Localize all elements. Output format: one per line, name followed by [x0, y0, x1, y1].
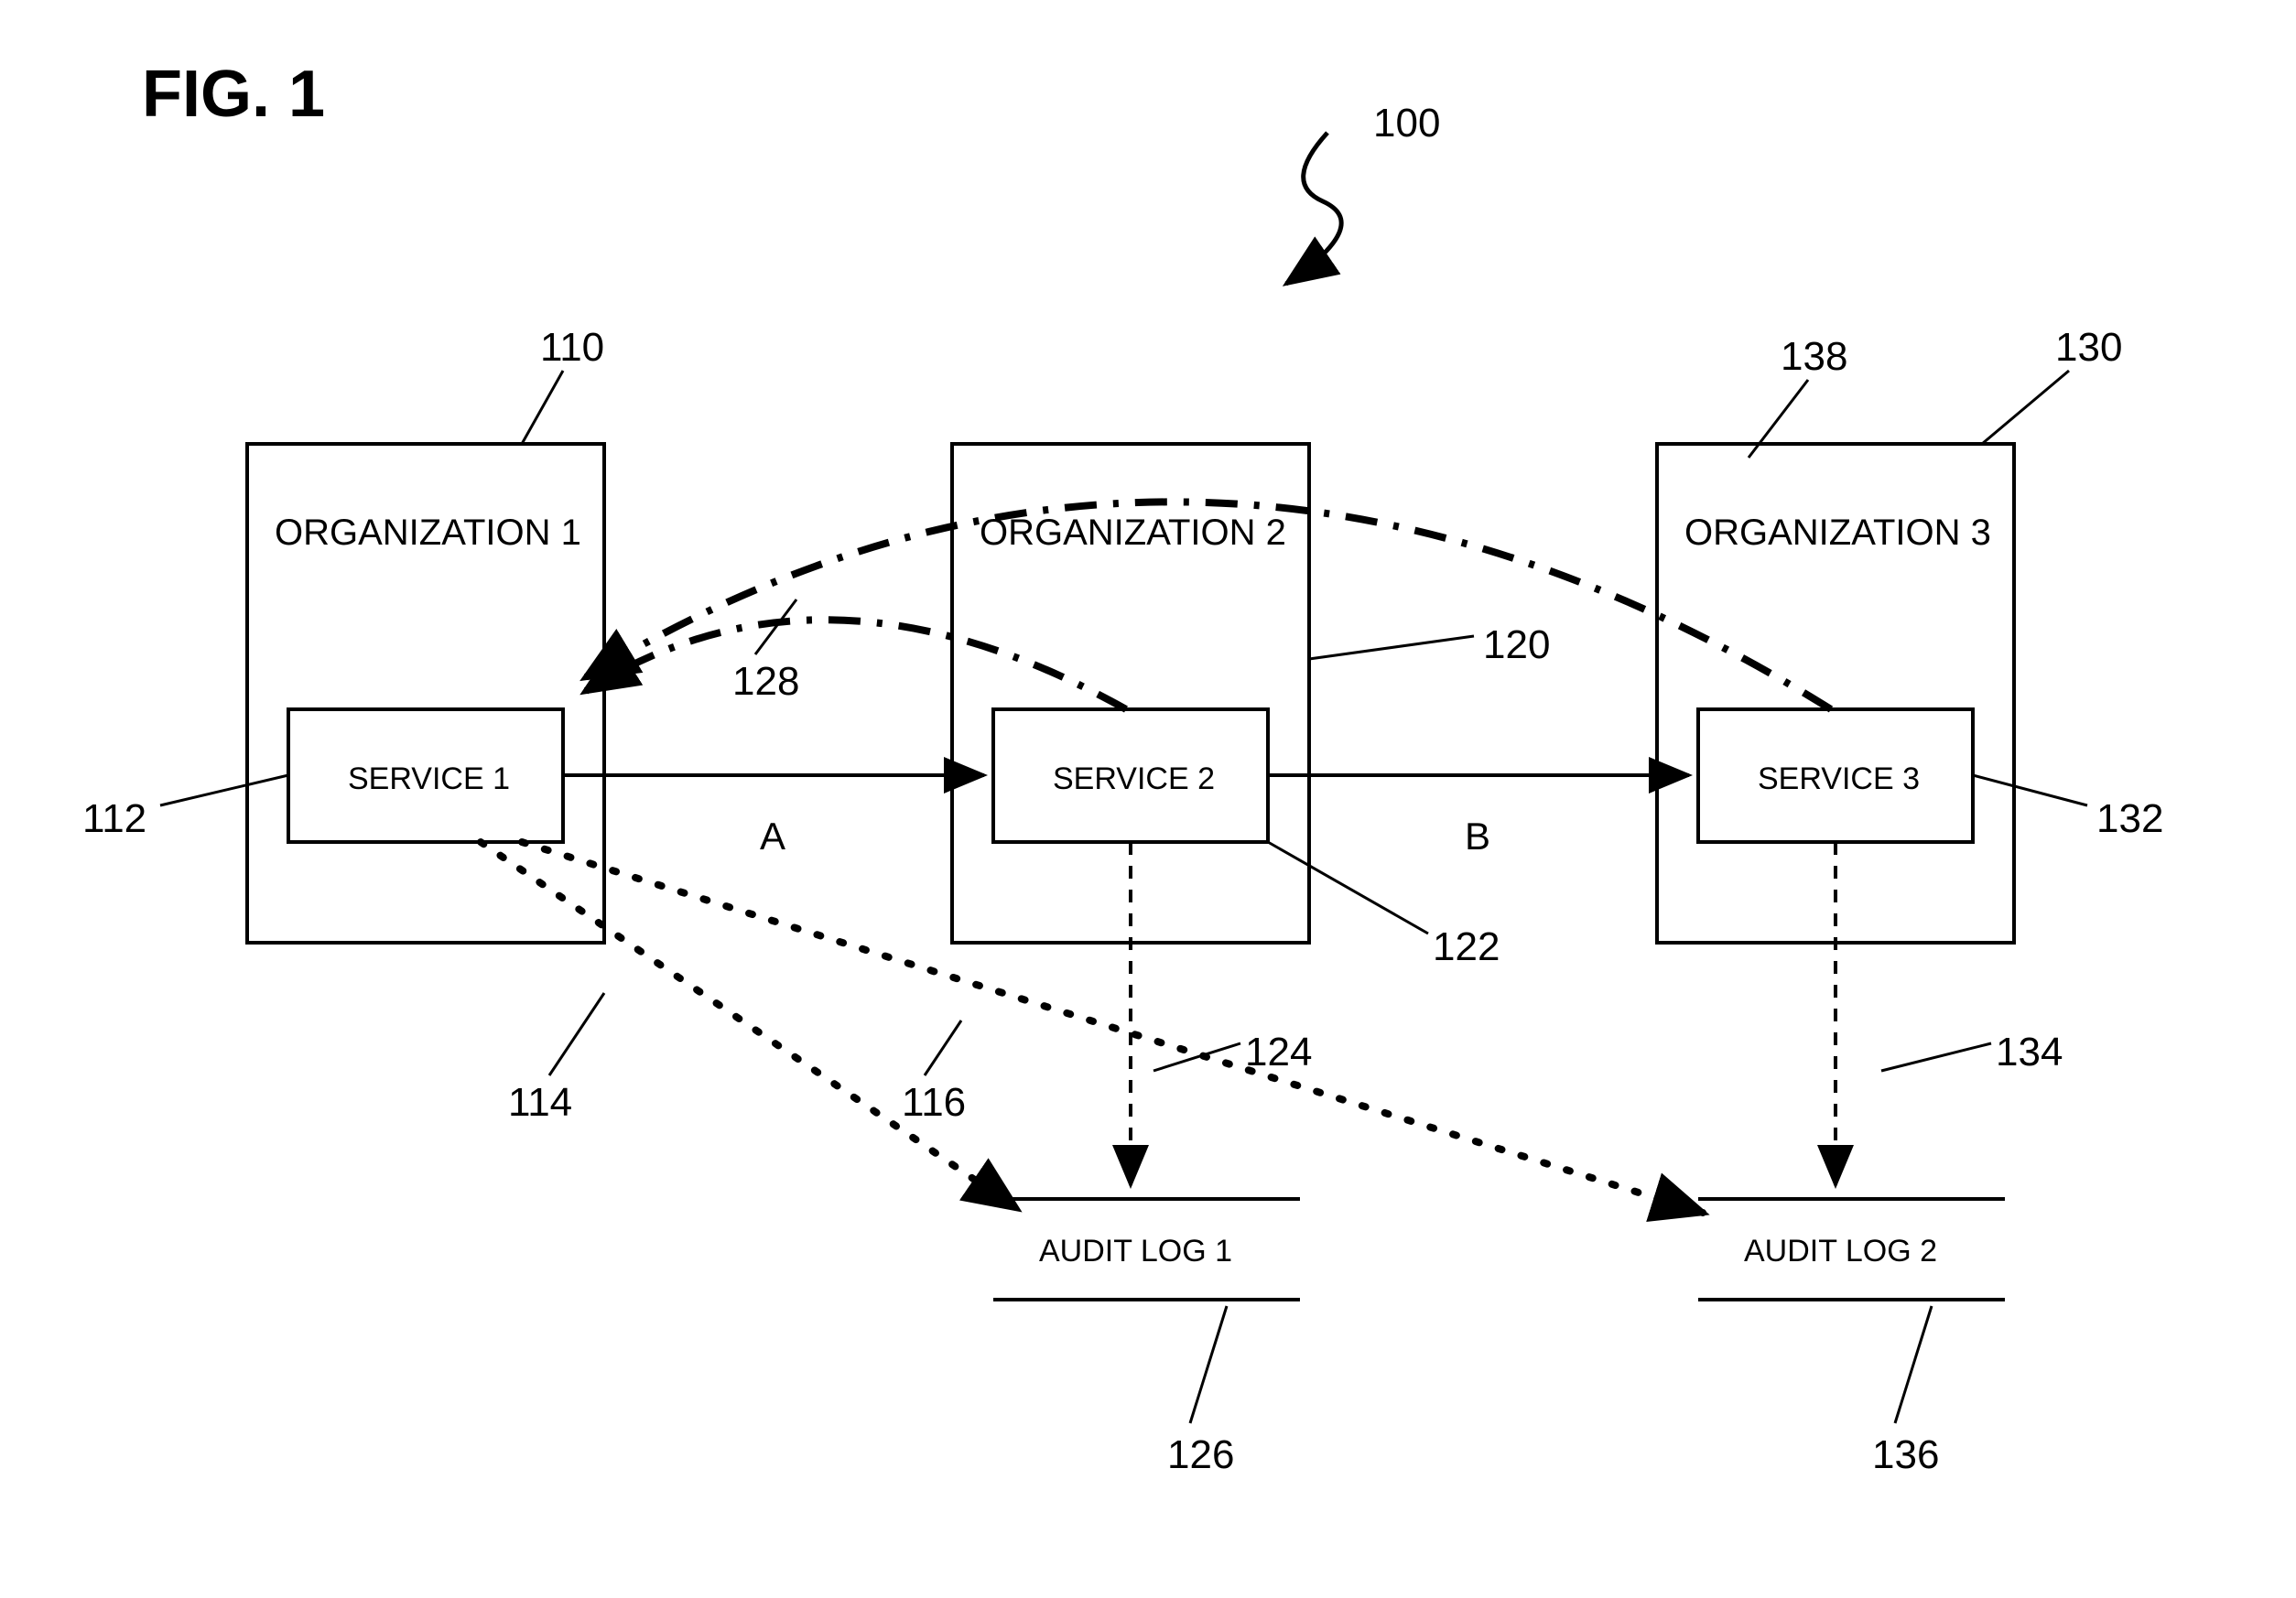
ref-120: 120 — [1483, 622, 1550, 668]
ref-138: 138 — [1781, 334, 1847, 380]
leader-114 — [549, 993, 604, 1075]
ref-114: 114 — [508, 1080, 572, 1126]
leader-132 — [1973, 775, 2087, 805]
arrow-b-label: B — [1465, 815, 1490, 858]
svc2-label: SERVICE 2 — [1053, 761, 1215, 797]
org1-label: ORGANIZATION 1 — [275, 513, 581, 554]
leader-138 — [1749, 380, 1808, 458]
org2-label: ORGANIZATION 2 — [980, 513, 1286, 554]
ref-112: 112 — [82, 796, 146, 842]
leader-130 — [1982, 371, 2069, 444]
ref-116: 116 — [902, 1080, 966, 1126]
leader-136 — [1895, 1306, 1932, 1423]
leader-110 — [522, 371, 563, 444]
ref-130: 130 — [2055, 325, 2122, 371]
ref-126: 126 — [1167, 1432, 1234, 1478]
leader-120 — [1309, 636, 1474, 659]
ref-136: 136 — [1872, 1432, 1939, 1478]
ref-128: 128 — [732, 659, 799, 705]
org3-label: ORGANIZATION 3 — [1684, 513, 1991, 554]
leader-116 — [925, 1020, 961, 1075]
svc3-label: SERVICE 3 — [1758, 761, 1920, 797]
ref-100: 100 — [1373, 101, 1440, 146]
ref-134: 134 — [1996, 1030, 2063, 1075]
figure-title: FIG. 1 — [142, 57, 325, 132]
arrow-a-label: A — [760, 815, 785, 858]
diagram-canvas — [0, 0, 2296, 1598]
leader-126 — [1190, 1306, 1227, 1423]
audit-log2-label: AUDIT LOG 2 — [1744, 1234, 1937, 1269]
ref-122: 122 — [1433, 924, 1500, 970]
ref-124: 124 — [1245, 1030, 1312, 1075]
audit-log1-label: AUDIT LOG 1 — [1039, 1234, 1232, 1269]
squiggle-100 — [1286, 133, 1341, 284]
dotted-svc1-to-log2 — [522, 842, 1703, 1213]
dotted-svc1-to-log1 — [481, 842, 1016, 1208]
ref-132: 132 — [2096, 796, 2163, 842]
leader-112 — [160, 775, 288, 805]
ref-110: 110 — [540, 325, 604, 371]
leader-134 — [1881, 1043, 1991, 1071]
leader-122 — [1268, 842, 1428, 934]
svc1-label: SERVICE 1 — [348, 761, 510, 797]
